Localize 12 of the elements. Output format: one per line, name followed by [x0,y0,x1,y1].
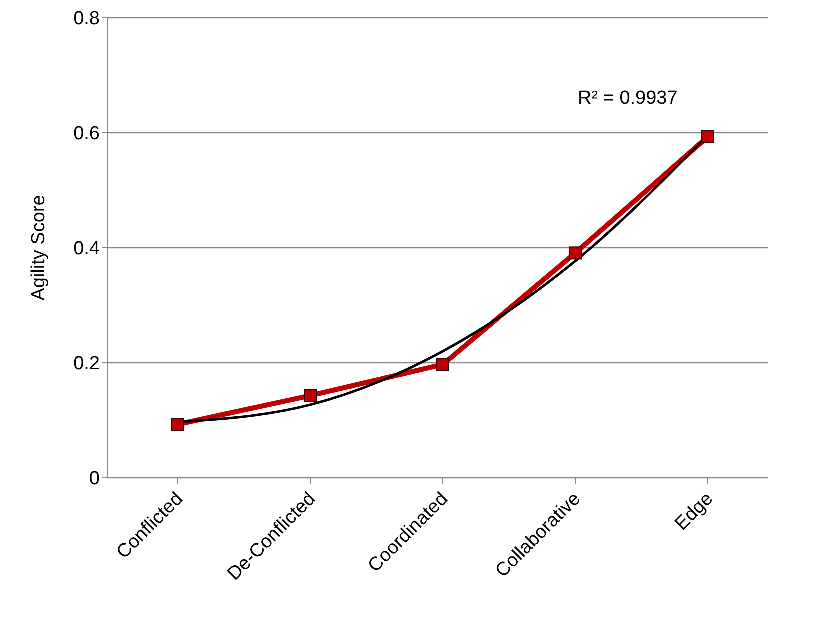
point [436,358,450,372]
point [702,130,714,144]
y-tick-label: 0 [89,468,100,490]
annotation: R² = 0.9937 [578,88,678,110]
point [172,418,184,432]
point [569,246,582,260]
y-axis-title: Agility Score [28,195,50,301]
y-tick-label: 0.2 [74,354,100,375]
y-tick-label: 0.8 [74,8,100,30]
y-tick-label: 0.4 [74,238,100,260]
y-tick-label: 0.6 [74,124,100,145]
point [304,389,317,402]
